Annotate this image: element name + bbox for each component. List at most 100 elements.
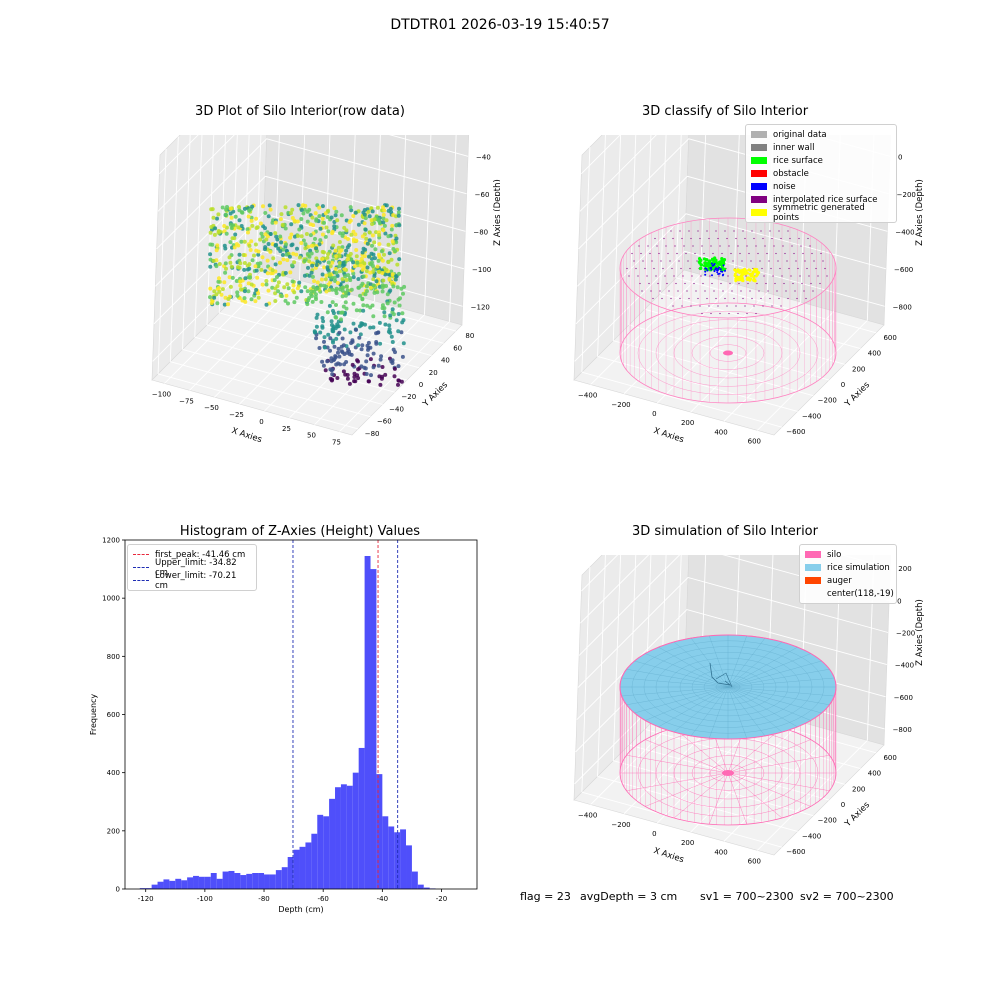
data-point — [289, 222, 294, 227]
data-point — [222, 302, 227, 307]
data-point — [339, 213, 344, 218]
legend-entry: auger — [805, 574, 891, 587]
interp-point — [708, 305, 710, 307]
interp-point — [702, 282, 704, 285]
data-point — [299, 241, 304, 245]
histogram-bar — [210, 873, 217, 889]
z-axis-label: Z Axies (Depth) — [915, 599, 925, 666]
x-tick-label: -120 — [138, 895, 154, 903]
data-point — [322, 335, 327, 340]
data-point — [303, 242, 308, 247]
interp-point — [719, 312, 721, 315]
y-tick-label: 20 — [429, 369, 438, 377]
data-point — [362, 254, 367, 259]
data-point — [238, 261, 243, 266]
data-point — [295, 246, 299, 251]
legend-line-swatch — [133, 580, 149, 581]
y-tick-label: −60 — [377, 418, 392, 426]
noise-point — [704, 270, 707, 273]
interp-point — [784, 252, 786, 255]
interp-point — [738, 282, 740, 285]
histogram-bar — [139, 888, 146, 889]
data-point — [236, 225, 241, 230]
legend-label: obstacle — [773, 168, 809, 179]
symmetric-point — [753, 270, 757, 274]
interp-point — [626, 267, 628, 270]
data-point — [381, 228, 386, 233]
interp-point — [631, 252, 633, 255]
data-point — [375, 205, 380, 210]
data-point — [387, 323, 392, 328]
data-point — [309, 270, 314, 275]
interp-point — [686, 290, 688, 292]
x-tick-label: −400 — [578, 812, 597, 820]
data-point — [250, 258, 255, 263]
histogram-bars — [139, 555, 436, 889]
interp-point — [724, 297, 726, 300]
data-point — [340, 233, 345, 238]
data-point — [273, 286, 278, 291]
interp-point — [815, 267, 817, 270]
data-point — [234, 279, 239, 283]
data-point — [360, 267, 365, 272]
rice-point — [721, 260, 725, 265]
grid-line — [206, 135, 215, 326]
bottom-spoke — [727, 739, 811, 774]
data-point — [383, 372, 388, 377]
interp-point — [663, 237, 665, 240]
rice-point — [720, 256, 724, 261]
data-point — [242, 206, 247, 211]
data-point — [388, 206, 393, 211]
data-point — [280, 222, 285, 227]
data-point — [239, 224, 244, 228]
mesh-spoke — [621, 686, 729, 697]
histogram-bar — [246, 873, 253, 889]
data-point — [287, 254, 292, 259]
interp-point — [696, 260, 698, 262]
interp-point — [745, 275, 747, 277]
histogram-bar — [216, 878, 223, 889]
legend-entry: rice surface — [751, 154, 891, 167]
data-point — [341, 343, 346, 348]
interp-point — [737, 312, 739, 315]
grid-line — [581, 147, 591, 373]
interp-point — [704, 290, 706, 292]
data-point — [223, 261, 228, 266]
legend-swatch — [751, 196, 767, 203]
data-point — [377, 269, 382, 274]
data-point — [294, 252, 299, 257]
data-point — [359, 321, 364, 326]
legend-swatch — [805, 577, 821, 584]
data-point — [328, 367, 333, 372]
data-point — [299, 234, 304, 239]
grid-line — [575, 213, 887, 325]
y-tick-label: −40 — [389, 405, 404, 413]
data-point — [216, 212, 221, 217]
x-tick-label: 0 — [259, 418, 263, 426]
data-point — [224, 231, 229, 236]
interp-point — [746, 312, 748, 315]
data-point — [365, 303, 370, 308]
interp-point — [711, 282, 713, 285]
mesh-spoke — [634, 686, 729, 714]
histogram-bar — [169, 880, 176, 889]
interp-point — [728, 245, 730, 247]
grid-line — [230, 135, 238, 301]
data-point — [358, 293, 363, 298]
data-point — [385, 292, 390, 297]
data-point — [210, 207, 215, 212]
z-tick-label: −40 — [476, 153, 491, 161]
data-point — [293, 234, 297, 239]
data-point — [351, 321, 356, 326]
data-point — [279, 212, 284, 217]
data-point — [208, 257, 213, 262]
data-point — [353, 379, 358, 384]
data-point — [273, 299, 278, 303]
grid-line — [170, 361, 371, 418]
data-point — [393, 249, 397, 254]
data-point — [223, 270, 228, 275]
legend-label: rice surface — [773, 155, 823, 166]
data-point — [390, 223, 395, 228]
data-point — [310, 263, 315, 268]
data-point — [340, 245, 345, 250]
